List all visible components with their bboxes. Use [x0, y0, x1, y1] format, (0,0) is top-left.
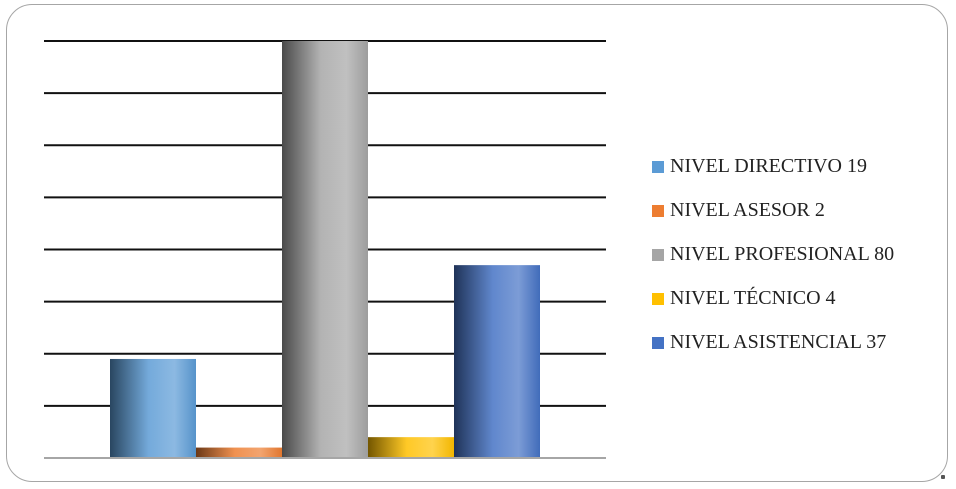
legend-swatch	[652, 336, 664, 349]
legend-item-asesor: NIVEL ASESOR 2	[652, 194, 948, 227]
bar-tecnico	[368, 437, 454, 458]
legend-label: NIVEL DIRECTIVO 19	[670, 155, 868, 177]
legend-swatch	[652, 204, 664, 217]
legend-item-tecnico: NIVEL TÉCNICO 4	[652, 282, 948, 315]
legend-item-directivo: NIVEL DIRECTIVO 19	[652, 150, 948, 183]
bar-profesional	[282, 41, 368, 458]
legend-label: NIVEL PROFESIONAL 80	[670, 243, 895, 265]
bar-directivo	[110, 358, 196, 458]
legend-swatch	[652, 160, 664, 173]
legend-swatch	[652, 248, 664, 261]
legend-label: NIVEL ASESOR 2	[670, 199, 825, 221]
legend-item-profesional: NIVEL PROFESIONAL 80	[652, 238, 948, 271]
legend-swatch	[652, 292, 664, 305]
legend: NIVEL DIRECTIVO 19 NIVEL ASESOR 2 NIVEL …	[652, 150, 948, 370]
bar-asesor	[196, 447, 282, 458]
legend-label: NIVEL ASISTENCIAL 37	[670, 331, 887, 353]
legend-item-asistencial: NIVEL ASISTENCIAL 37	[652, 326, 948, 359]
bar-asistencial	[454, 265, 540, 458]
legend-label: NIVEL TÉCNICO 4	[670, 287, 836, 309]
corner-mark	[941, 475, 945, 479]
bars	[110, 41, 540, 458]
